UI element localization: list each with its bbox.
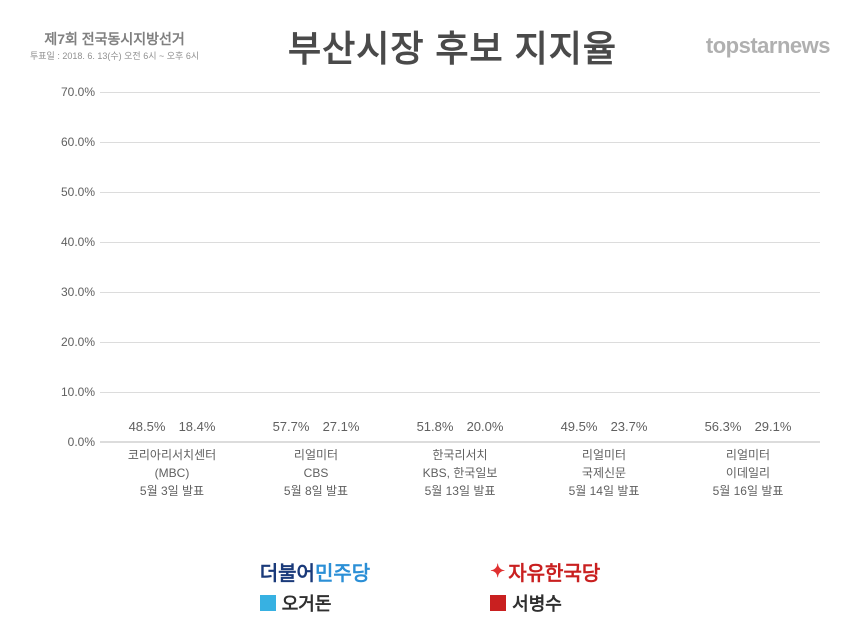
legend: 더불어민주당 오거돈 ✦ 자유한국당 서병수 bbox=[30, 557, 830, 616]
x-tick-label: 리얼미터이데일리5월 16일 발표 bbox=[688, 446, 808, 500]
election-info: 제7회 전국동시지방선거 투표일 : 2018. 6. 13(수) 오전 6시 … bbox=[30, 30, 199, 62]
x-tick-label: 한국리서치KBS, 한국일보5월 13일 발표 bbox=[400, 446, 520, 500]
x-tick-label: 코리아리서치센터(MBC)5월 3일 발표 bbox=[112, 446, 232, 500]
x-axis-labels: 코리아리서치센터(MBC)5월 3일 발표 리얼미터CBS5월 8일 발표 한국리서… bbox=[100, 446, 820, 500]
candidate-blue: 오거돈 bbox=[260, 590, 370, 616]
election-subtitle: 투표일 : 2018. 6. 13(수) 오전 6시 ~ 오후 6시 bbox=[30, 50, 199, 63]
brand-logo: topstarnews bbox=[706, 33, 830, 59]
bar-value-label: 18.4% bbox=[179, 419, 216, 434]
bar-value-label: 29.1% bbox=[755, 419, 792, 434]
bar-chart: 0.0%10.0%20.0%30.0%40.0%50.0%60.0%70.0% … bbox=[60, 92, 820, 492]
y-tick-label: 20.0% bbox=[50, 335, 95, 349]
candidate-red: 서병수 bbox=[490, 590, 600, 616]
y-tick-label: 70.0% bbox=[50, 85, 95, 99]
y-tick-label: 10.0% bbox=[50, 385, 95, 399]
bar-value-label: 51.8% bbox=[417, 419, 454, 434]
y-tick-label: 50.0% bbox=[50, 185, 95, 199]
bar-value-label: 27.1% bbox=[323, 419, 360, 434]
x-tick-label: 리얼미터CBS5월 8일 발표 bbox=[256, 446, 376, 500]
party-name-red: ✦ 자유한국당 bbox=[490, 557, 600, 586]
legend-blue: 더불어민주당 오거돈 bbox=[260, 557, 370, 616]
bar-value-label: 48.5% bbox=[129, 419, 166, 434]
candidate-red-name: 서병수 bbox=[512, 590, 562, 616]
bar-value-label: 56.3% bbox=[705, 419, 742, 434]
plot-area: 0.0%10.0%20.0%30.0%40.0%50.0%60.0%70.0% … bbox=[100, 92, 820, 442]
y-tick-label: 0.0% bbox=[50, 435, 95, 449]
x-tick-label: 리얼미터국제신문5월 14일 발표 bbox=[544, 446, 664, 500]
party-name-blue: 더불어민주당 bbox=[260, 557, 370, 586]
y-tick-label: 30.0% bbox=[50, 285, 95, 299]
bar-value-label: 23.7% bbox=[611, 419, 648, 434]
swatch-red bbox=[490, 595, 506, 611]
chart-title: 부산시장 후보 지지율 bbox=[288, 20, 617, 72]
gridline bbox=[100, 442, 820, 443]
swatch-blue bbox=[260, 595, 276, 611]
legend-red: ✦ 자유한국당 서병수 bbox=[490, 557, 600, 616]
bar-value-label: 49.5% bbox=[561, 419, 598, 434]
bar-groups: 48.5% 18.4% 57.7% 27.1% 51.8% 20.0% 49.5% 23.7%… bbox=[100, 92, 820, 442]
chart-header: 제7회 전국동시지방선거 투표일 : 2018. 6. 13(수) 오전 6시 … bbox=[30, 20, 830, 72]
bar-value-label: 20.0% bbox=[467, 419, 504, 434]
y-tick-label: 60.0% bbox=[50, 135, 95, 149]
candidate-blue-name: 오거돈 bbox=[282, 590, 332, 616]
bar-value-label: 57.7% bbox=[273, 419, 310, 434]
flame-icon: ✦ bbox=[490, 561, 505, 582]
y-tick-label: 40.0% bbox=[50, 235, 95, 249]
election-title: 제7회 전국동시지방선거 bbox=[30, 30, 199, 50]
